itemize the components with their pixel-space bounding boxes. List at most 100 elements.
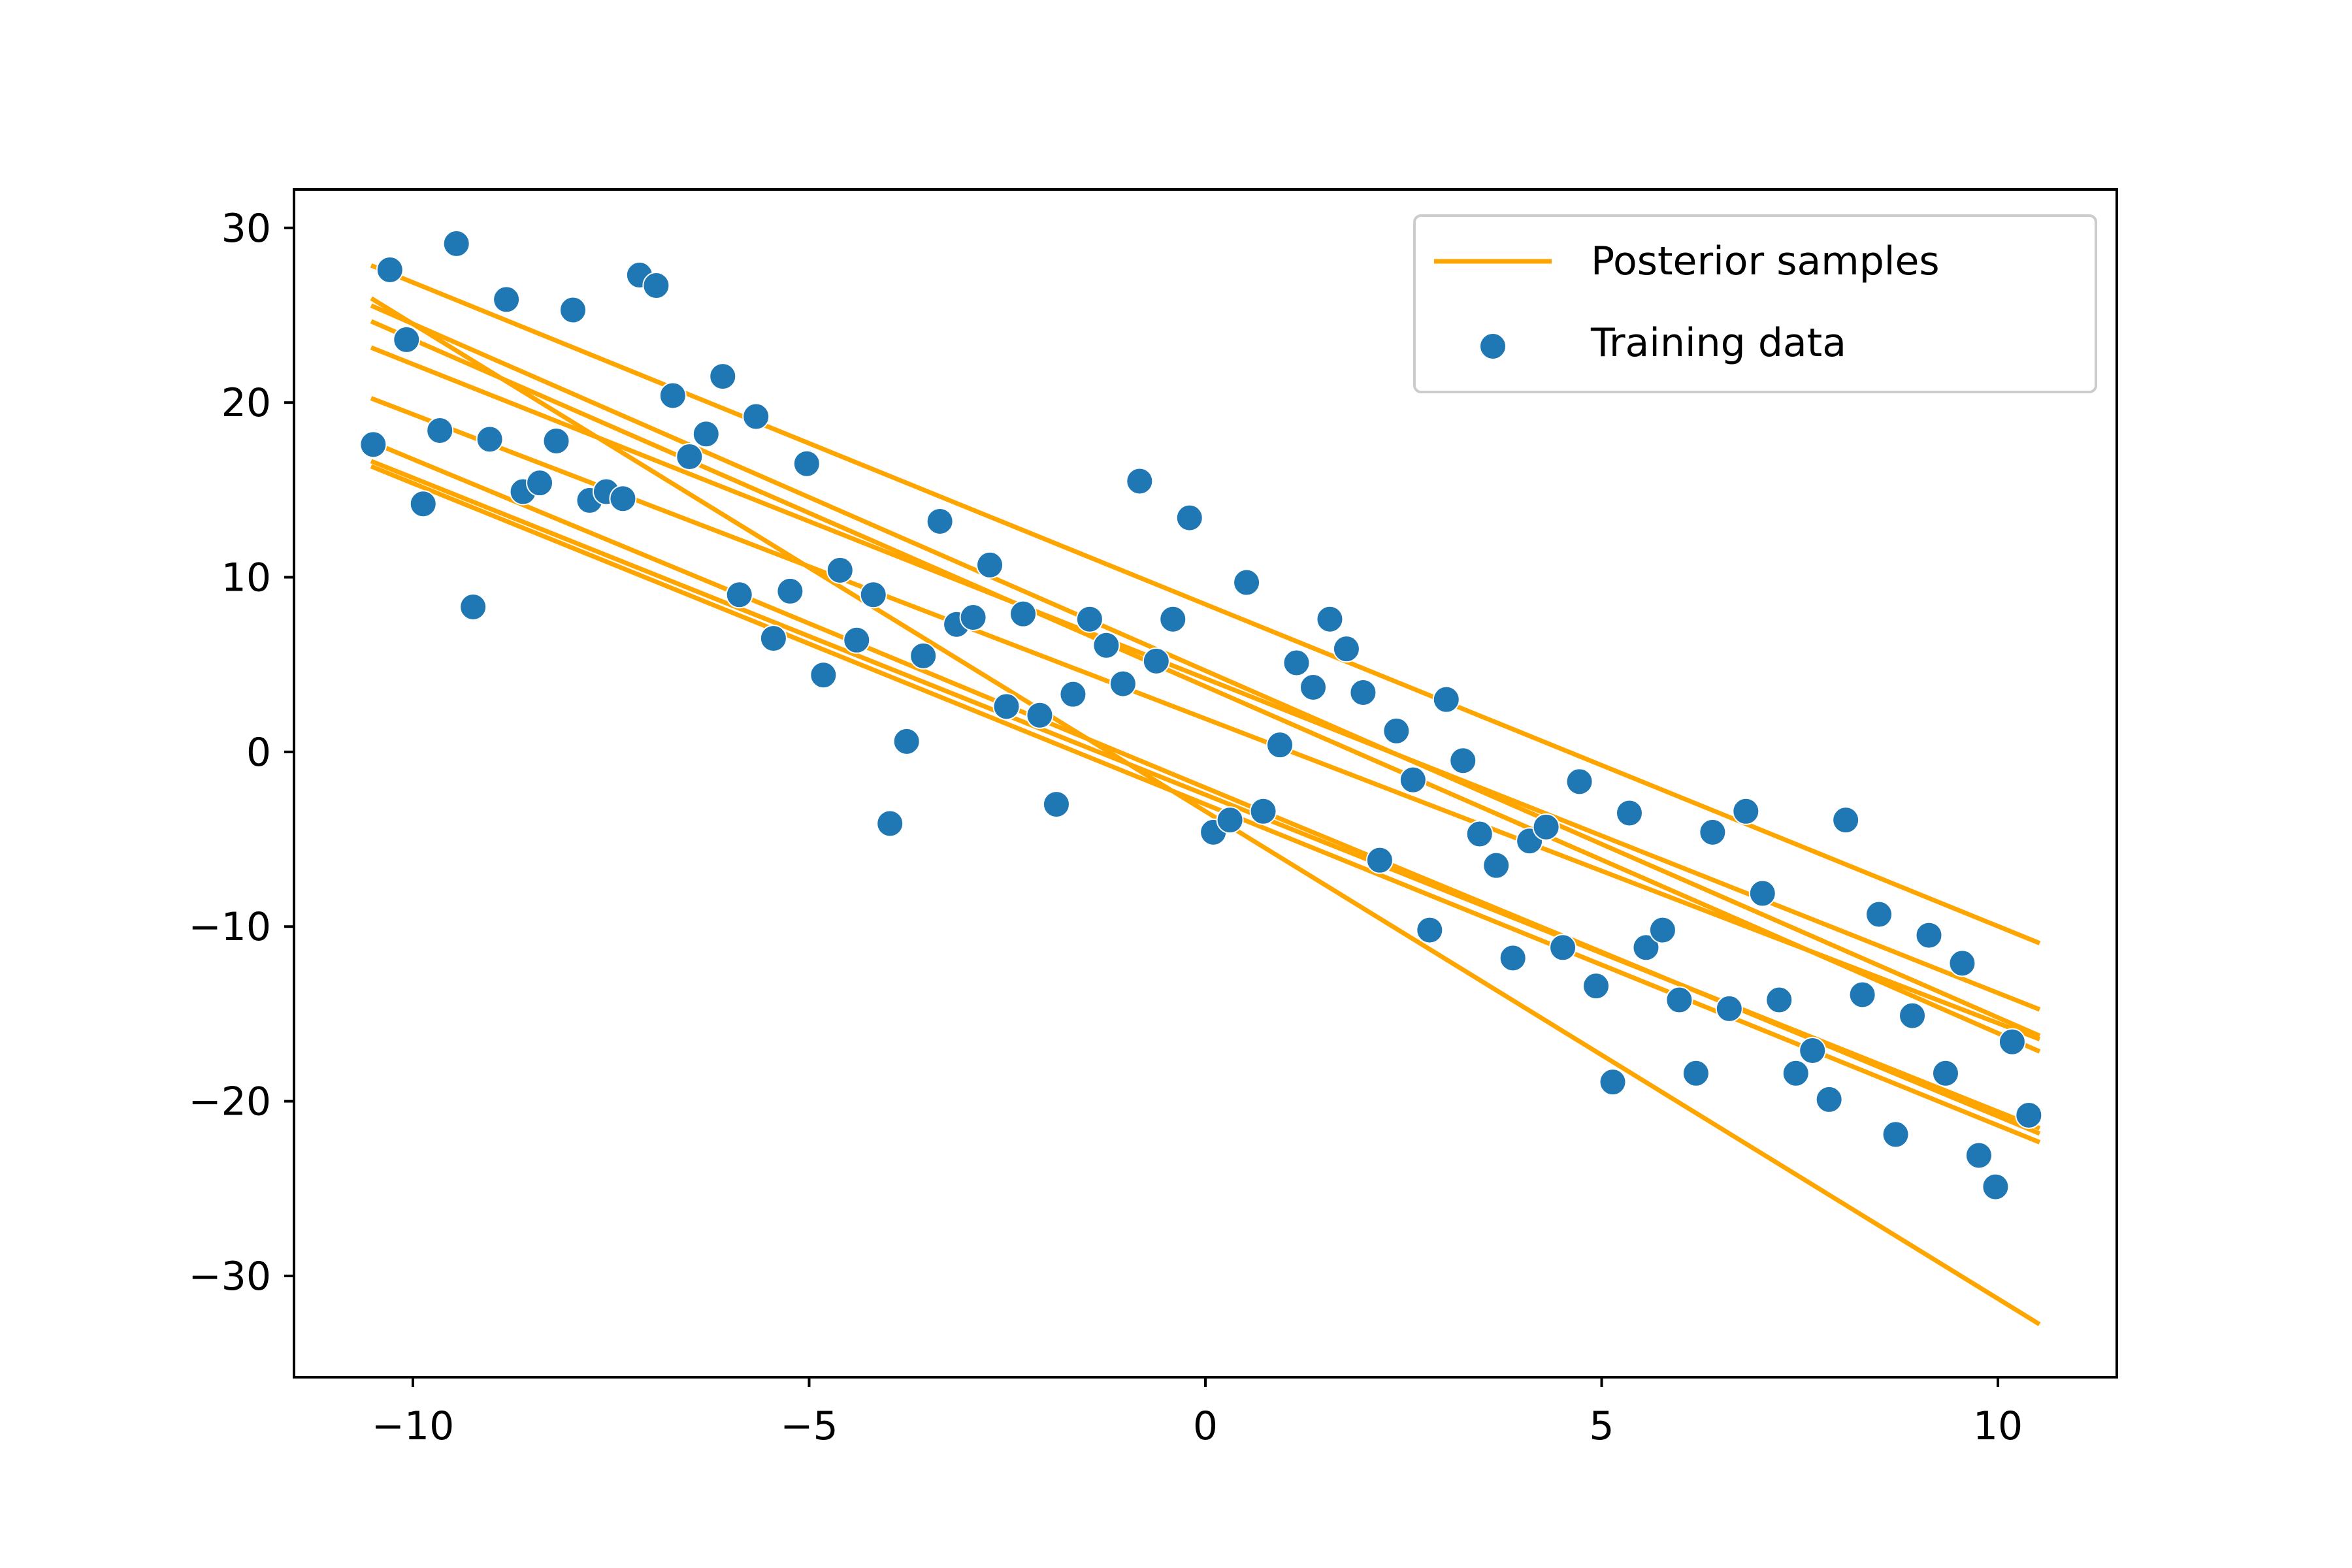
x-tick-label: 0 bbox=[1193, 1403, 1218, 1449]
training-data-point bbox=[1732, 797, 1760, 825]
y-tick-label: −30 bbox=[188, 1254, 271, 1299]
training-data-point bbox=[742, 402, 770, 431]
training-data-point bbox=[2015, 1101, 2043, 1129]
training-data-point bbox=[992, 693, 1021, 721]
training-data-point bbox=[1009, 600, 1037, 628]
training-data-point bbox=[1142, 647, 1170, 675]
training-data-point bbox=[1582, 972, 1610, 1000]
training-data-point bbox=[1382, 717, 1411, 745]
training-data-point bbox=[1026, 701, 1054, 729]
training-data-point bbox=[926, 507, 954, 535]
training-data-point bbox=[1715, 994, 1743, 1022]
posterior-sample-line bbox=[370, 464, 2041, 1145]
training-data-point bbox=[1931, 1059, 1959, 1087]
legend-point-swatch bbox=[1479, 333, 1507, 360]
training-data-point bbox=[1349, 678, 1377, 706]
posterior-sample-line bbox=[370, 296, 2041, 1326]
training-data-point bbox=[1092, 631, 1120, 659]
training-data-point bbox=[976, 551, 1004, 579]
training-data-point bbox=[1449, 747, 1477, 775]
training-data-point bbox=[642, 272, 670, 300]
training-data-point bbox=[559, 296, 587, 324]
legend-box bbox=[1413, 214, 2097, 393]
training-data-point bbox=[1648, 916, 1676, 944]
x-tick-label: 10 bbox=[1973, 1403, 2023, 1449]
training-data-point bbox=[1748, 879, 1776, 907]
training-data-point bbox=[1266, 731, 1294, 759]
x-tick-label: −10 bbox=[372, 1403, 455, 1449]
training-data-point bbox=[725, 581, 753, 609]
training-data-point bbox=[426, 416, 454, 444]
y-tick-label: 20 bbox=[221, 380, 271, 426]
training-data-point bbox=[1175, 504, 1203, 532]
training-data-point bbox=[376, 255, 404, 284]
training-data-point bbox=[1899, 1002, 1927, 1030]
training-data-point bbox=[542, 427, 570, 455]
posterior-sample-line bbox=[370, 319, 2041, 1054]
training-data-point bbox=[1249, 797, 1277, 825]
x-tick-label: 5 bbox=[1589, 1403, 1614, 1449]
training-data-point bbox=[1233, 568, 1261, 596]
training-data-point bbox=[659, 382, 687, 410]
training-data-point bbox=[809, 661, 838, 689]
training-data-point bbox=[1982, 1173, 2010, 1201]
training-data-point bbox=[1465, 820, 1494, 848]
training-data-point bbox=[792, 449, 821, 478]
training-data-point bbox=[459, 593, 487, 621]
training-data-point bbox=[1998, 1028, 2026, 1056]
posterior-sample-line bbox=[370, 263, 2041, 945]
training-data-point bbox=[359, 431, 387, 459]
y-tick-label: −20 bbox=[188, 1079, 271, 1125]
data-layer bbox=[359, 229, 2043, 1326]
training-data-point bbox=[959, 604, 987, 632]
training-data-point bbox=[1915, 921, 1943, 949]
training-data-point bbox=[1632, 934, 1660, 962]
training-data-point bbox=[1532, 813, 1560, 841]
x-tick-label: −5 bbox=[780, 1403, 838, 1449]
training-data-point bbox=[1365, 846, 1394, 874]
training-data-point bbox=[1059, 680, 1087, 708]
training-data-point bbox=[676, 443, 704, 471]
training-data-point bbox=[1948, 949, 1976, 977]
training-data-point bbox=[1109, 670, 1137, 698]
training-data-point bbox=[1216, 806, 1244, 834]
training-data-point bbox=[1499, 944, 1527, 972]
training-data-point bbox=[1126, 467, 1154, 495]
y-tick-label: 10 bbox=[221, 555, 271, 601]
legend-label-training-data: Training data bbox=[1590, 320, 1846, 366]
training-data-point bbox=[909, 642, 938, 670]
training-data-point bbox=[1565, 768, 1593, 796]
training-data-point bbox=[1599, 1068, 1627, 1096]
training-data-point bbox=[1416, 916, 1444, 944]
training-data-point bbox=[709, 363, 737, 391]
y-tick-label: −10 bbox=[188, 904, 271, 950]
training-data-point bbox=[1965, 1141, 1993, 1169]
posterior-sample-line bbox=[370, 303, 2041, 1038]
training-data-point bbox=[1075, 605, 1103, 633]
training-data-point bbox=[1848, 981, 1876, 1009]
posterior-sample-line bbox=[370, 396, 2041, 1041]
training-data-point bbox=[1665, 986, 1693, 1014]
training-data-point bbox=[1832, 806, 1860, 834]
y-tick-label: 30 bbox=[221, 206, 271, 252]
training-data-point bbox=[493, 286, 521, 314]
training-data-point bbox=[1782, 1059, 1810, 1087]
training-data-point bbox=[1316, 605, 1344, 633]
training-data-point bbox=[1399, 766, 1427, 794]
training-data-point bbox=[409, 490, 437, 518]
training-data-point bbox=[1882, 1120, 1910, 1149]
training-data-point bbox=[826, 556, 854, 584]
training-data-point bbox=[1549, 934, 1577, 962]
training-data-point bbox=[859, 581, 887, 609]
training-data-point bbox=[1865, 900, 1893, 928]
training-data-point bbox=[1332, 635, 1360, 663]
training-data-point bbox=[1699, 818, 1727, 846]
training-data-point bbox=[1615, 799, 1643, 827]
training-data-point bbox=[1799, 1037, 1827, 1065]
training-data-point bbox=[476, 425, 504, 453]
training-data-point bbox=[1159, 605, 1187, 633]
training-data-point bbox=[1815, 1085, 1843, 1113]
training-data-point bbox=[609, 485, 637, 513]
x-axis: −10 −5 0 5 10 bbox=[372, 1377, 2023, 1449]
